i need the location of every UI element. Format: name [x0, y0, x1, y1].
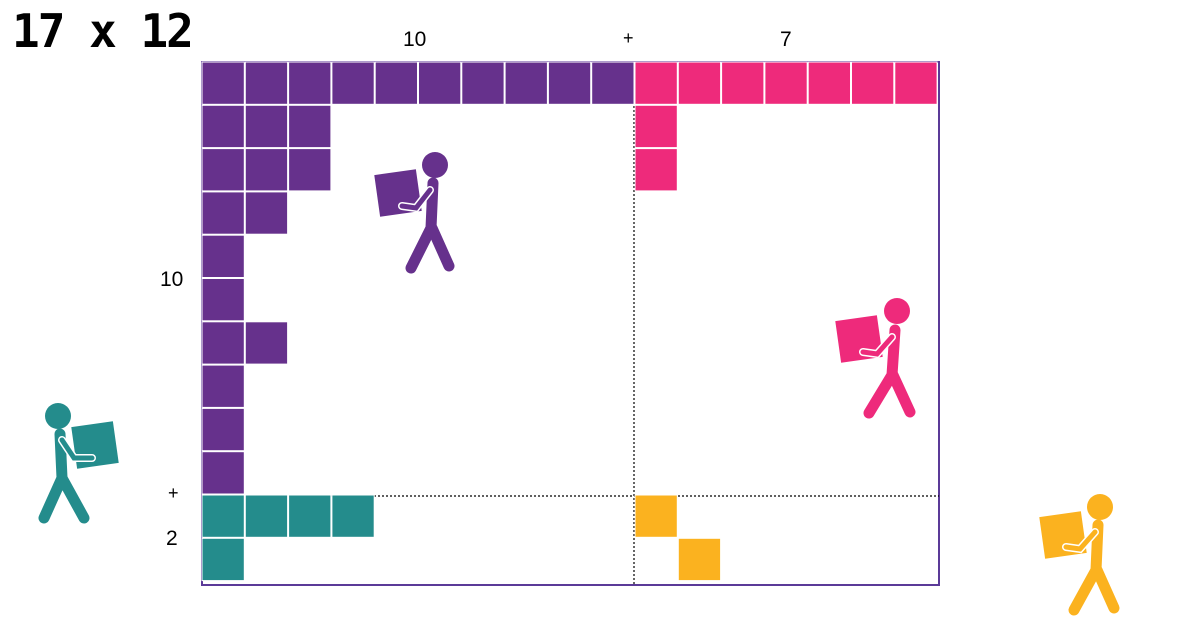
purple-tile [201, 451, 245, 495]
purple-tile [201, 61, 245, 105]
teal-mover-icon [38, 403, 119, 524]
purple-tile [201, 321, 245, 365]
purple-tile [418, 61, 462, 105]
top-plus-label: + [623, 28, 634, 48]
pink-tile [721, 61, 765, 105]
purple-tile [547, 61, 592, 105]
purple-tile [201, 407, 245, 452]
purple-tile [331, 61, 375, 105]
purple-tile [591, 61, 635, 105]
purple-tile [201, 104, 245, 149]
purple-tile [504, 61, 548, 105]
purple-tile [244, 104, 289, 149]
purple-tile [201, 278, 245, 322]
purple-tile [201, 191, 245, 235]
left-ones-label: 2 [166, 527, 178, 550]
top-ones-label: 7 [780, 28, 792, 51]
pink-tile [764, 61, 808, 105]
purple-mover-icon [374, 152, 455, 274]
purple-tile [244, 321, 289, 365]
purple-tile [288, 61, 332, 105]
teal-tile [288, 494, 332, 538]
yellow-tile [677, 537, 722, 582]
left-tens-label: 10 [160, 268, 184, 291]
top-tens-label: 10 [403, 28, 427, 51]
purple-tile [288, 104, 332, 149]
pink-tile [807, 61, 852, 105]
purple-tile [244, 61, 289, 105]
teal-tile [201, 494, 245, 538]
teal-tile [244, 494, 289, 538]
purple-tile [244, 191, 289, 235]
purple-tile [201, 148, 245, 192]
purple-tile [244, 148, 289, 192]
tile-layer [201, 61, 938, 582]
yellow-mover-icon [1039, 494, 1120, 616]
left-plus-label: + [168, 483, 179, 503]
pink-tile [634, 148, 678, 192]
yellow-tile [634, 494, 678, 538]
teal-tile [201, 537, 245, 582]
pink-mover-icon [835, 298, 916, 419]
pink-tile [894, 61, 938, 105]
pink-tile [634, 104, 678, 149]
pink-tile [677, 61, 722, 105]
pink-tile [634, 61, 678, 105]
purple-tile [374, 61, 419, 105]
page-title: 17 x 12 [12, 4, 194, 58]
pink-tile [851, 61, 895, 105]
teal-tile [331, 494, 375, 538]
purple-tile [201, 234, 245, 278]
purple-tile [461, 61, 505, 105]
purple-tile [201, 364, 245, 408]
purple-tile [288, 148, 332, 192]
